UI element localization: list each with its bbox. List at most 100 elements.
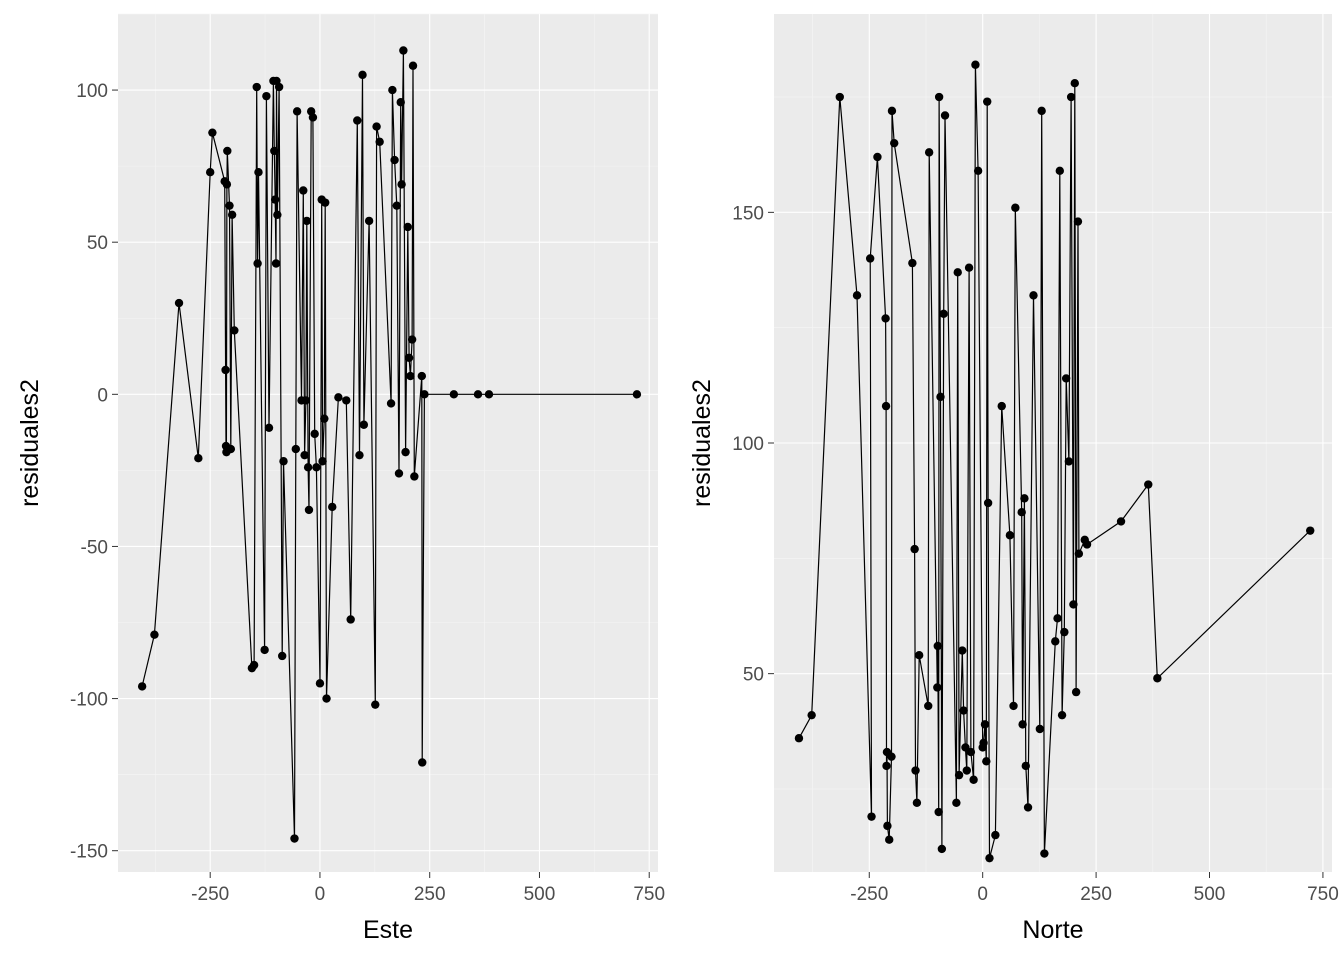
data-point bbox=[1018, 720, 1027, 729]
data-point bbox=[1020, 494, 1029, 503]
data-point bbox=[308, 113, 318, 122]
x-tick-label: 0 bbox=[315, 884, 326, 905]
data-point bbox=[449, 390, 459, 399]
data-point bbox=[979, 738, 988, 748]
data-point bbox=[312, 463, 321, 472]
data-point bbox=[1116, 517, 1126, 526]
data-point bbox=[890, 138, 899, 148]
data-point bbox=[1069, 600, 1078, 609]
data-point bbox=[404, 353, 414, 363]
panel-background bbox=[118, 14, 658, 872]
data-point bbox=[397, 180, 406, 189]
data-point bbox=[205, 168, 215, 177]
right-panel: -250 0 250 500 750 50 100 150 Norte residuales2 bbox=[688, 14, 1339, 944]
data-point bbox=[835, 92, 844, 102]
data-point bbox=[794, 734, 804, 743]
data-point bbox=[887, 752, 896, 761]
data-point bbox=[484, 390, 494, 399]
data-point bbox=[410, 472, 419, 481]
data-point bbox=[353, 116, 362, 125]
data-point bbox=[310, 429, 319, 439]
data-point bbox=[1060, 627, 1069, 637]
data-point bbox=[226, 444, 236, 454]
y-tick-label: 100 bbox=[76, 81, 108, 102]
x-tick-label: 250 bbox=[1080, 884, 1112, 905]
y-tick-label: -150 bbox=[70, 842, 108, 863]
data-point bbox=[304, 505, 314, 515]
y-axis-title: residuales2 bbox=[688, 379, 716, 507]
x-tick-label: 500 bbox=[524, 884, 556, 905]
data-point bbox=[315, 679, 325, 688]
data-point bbox=[1055, 166, 1065, 176]
data-point bbox=[1011, 203, 1020, 212]
data-point bbox=[408, 61, 418, 70]
data-point bbox=[420, 390, 429, 399]
data-point bbox=[407, 335, 417, 344]
data-point bbox=[342, 396, 351, 405]
data-point bbox=[1070, 78, 1079, 88]
data-point bbox=[937, 844, 947, 854]
data-point bbox=[1153, 674, 1162, 683]
data-point bbox=[914, 650, 924, 660]
data-point bbox=[252, 82, 261, 92]
data-point bbox=[964, 263, 974, 272]
data-point bbox=[271, 259, 281, 268]
data-point bbox=[924, 148, 934, 157]
data-point bbox=[318, 457, 327, 466]
data-point bbox=[388, 85, 397, 95]
data-point bbox=[966, 747, 976, 757]
data-point bbox=[364, 216, 374, 226]
data-point bbox=[1029, 291, 1038, 300]
data-point bbox=[1051, 637, 1060, 646]
y-tick-label: -50 bbox=[81, 537, 108, 558]
data-point bbox=[270, 195, 280, 204]
data-point bbox=[997, 401, 1006, 411]
data-point bbox=[1066, 92, 1076, 102]
data-point bbox=[394, 469, 404, 478]
data-point bbox=[358, 70, 367, 80]
data-point bbox=[1082, 540, 1092, 549]
data-point bbox=[279, 457, 288, 466]
data-point bbox=[222, 180, 232, 189]
y-axis-title: residuales2 bbox=[16, 379, 44, 507]
data-point bbox=[418, 758, 427, 767]
data-point bbox=[912, 798, 922, 808]
data-point bbox=[911, 766, 920, 775]
data-point bbox=[299, 186, 308, 195]
data-point bbox=[1053, 614, 1062, 623]
data-point bbox=[1144, 480, 1153, 489]
data-point bbox=[933, 641, 942, 651]
data-point bbox=[958, 646, 967, 655]
data-point bbox=[924, 701, 933, 711]
data-point bbox=[1073, 217, 1083, 226]
data-point bbox=[227, 210, 237, 220]
y-tick-label: 150 bbox=[732, 203, 764, 224]
data-point bbox=[390, 155, 399, 165]
y-tick-label: 0 bbox=[97, 385, 108, 406]
data-point bbox=[322, 694, 331, 703]
data-point bbox=[983, 97, 992, 106]
data-point bbox=[1005, 531, 1015, 540]
data-point bbox=[260, 645, 269, 655]
data-point bbox=[1037, 106, 1046, 116]
data-point bbox=[401, 447, 410, 457]
x-tick-label: 750 bbox=[1307, 884, 1339, 905]
data-point bbox=[303, 463, 313, 472]
data-point bbox=[940, 111, 950, 120]
x-tick-label: 500 bbox=[1194, 884, 1226, 905]
data-point bbox=[991, 830, 1000, 840]
data-point bbox=[933, 683, 942, 692]
data-point bbox=[887, 106, 897, 116]
data-point bbox=[962, 766, 972, 775]
data-point bbox=[208, 128, 217, 137]
data-point bbox=[403, 222, 412, 232]
data-point bbox=[969, 775, 978, 784]
data-point bbox=[959, 706, 968, 715]
data-point bbox=[270, 146, 279, 156]
data-point bbox=[1023, 803, 1033, 812]
data-point bbox=[939, 309, 948, 319]
data-point bbox=[417, 371, 427, 381]
data-point bbox=[973, 166, 983, 176]
data-point bbox=[375, 137, 384, 146]
